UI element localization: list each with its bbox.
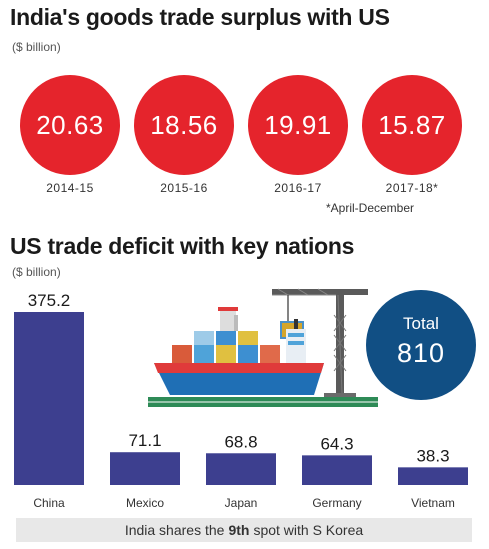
surplus-value: 19.91	[264, 109, 332, 140]
surplus-unit: ($ billion)	[12, 40, 61, 54]
surplus-value: 20.63	[36, 109, 104, 140]
total-badge: Total 810	[366, 290, 476, 400]
total-label: Total	[403, 314, 439, 333]
rank-note: India shares the 9th spot with S Korea	[16, 518, 472, 542]
deficit-title: US trade deficit with key nations	[10, 233, 355, 259]
surplus-title: India's goods trade surplus with US	[10, 4, 390, 30]
surplus-value: 15.87	[378, 109, 446, 140]
category-label: Germany	[312, 496, 361, 510]
bar-vietnam	[398, 467, 468, 485]
surplus-circles: 20.63 18.56 19.91 15.87	[0, 75, 489, 175]
surplus-circle: 18.56	[134, 75, 234, 175]
bar-value-label: 64.3	[320, 434, 353, 453]
surplus-period: 2017-18*	[385, 181, 439, 195]
surplus-circle: 20.63	[20, 75, 120, 175]
category-label: Mexico	[126, 496, 164, 510]
total-value: 810	[396, 338, 446, 368]
rank-note-text: spot with S Korea	[253, 522, 364, 538]
bar-japan	[206, 453, 276, 485]
surplus-period: 2015-16	[160, 181, 208, 195]
rank-note-text: India shares the	[124, 522, 225, 538]
surplus-period: 2014-15	[46, 181, 94, 195]
surplus-period: 2016-17	[274, 181, 322, 195]
category-label: Japan	[225, 496, 258, 510]
cargo-ship-icon	[148, 288, 378, 407]
bar-value-label: 375.2	[28, 291, 71, 310]
bar-germany	[302, 455, 372, 485]
bar-value-label: 71.1	[128, 431, 161, 450]
bar-value-label: 68.8	[224, 432, 257, 451]
surplus-footnote: *April-December	[326, 201, 415, 215]
rank-note-rank: 9th	[228, 522, 250, 538]
surplus-circle: 15.87	[362, 75, 462, 175]
surplus-circle: 19.91	[248, 75, 348, 175]
bar-mexico	[110, 452, 180, 485]
category-label: Vietnam	[411, 496, 455, 510]
surplus-value: 18.56	[150, 109, 218, 140]
bar-china	[14, 312, 84, 485]
category-label: China	[33, 496, 65, 510]
deficit-unit: ($ billion)	[12, 265, 61, 279]
bar-value-label: 38.3	[416, 446, 449, 465]
